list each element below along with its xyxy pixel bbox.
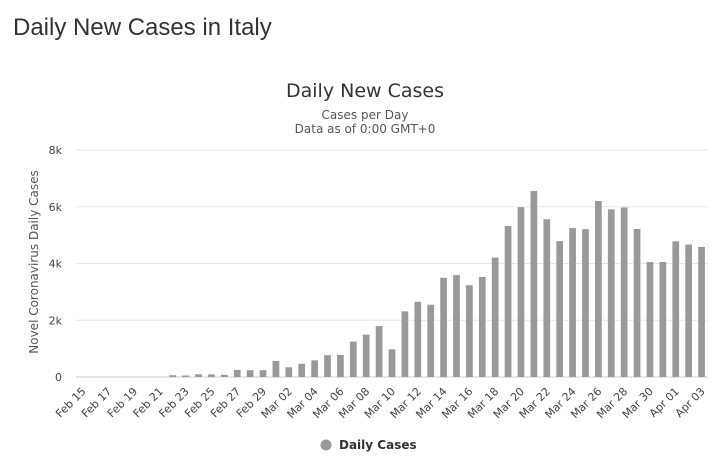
- bar[interactable]: Mar 14: 3497: [440, 277, 447, 377]
- bar[interactable]: Mar 15: 3590: [453, 275, 460, 377]
- bar[interactable]: Mar 17: 3526: [478, 276, 486, 377]
- bar[interactable]: Feb 23: 53: [182, 375, 189, 377]
- bar[interactable]: Mar 13: 2547: [427, 304, 435, 377]
- bar[interactable]: Mar 09: 1797: [375, 326, 383, 377]
- bar[interactable]: Mar 25: 5210: [582, 229, 589, 377]
- y-axis-ticks: 0 2k 4k 6k 8k: [49, 144, 63, 384]
- bar[interactable]: Mar 01: 566: [272, 360, 280, 377]
- chart-data-as-of: Data as of 0:00 GMT+0: [295, 122, 436, 136]
- bar[interactable]: Mar 26: 6203: [595, 200, 602, 377]
- bar[interactable]: Apr 03: 4585: [698, 246, 705, 377]
- bar[interactable]: Mar 04: 587: [311, 360, 318, 377]
- bar[interactable]: Feb 28: 238: [246, 370, 254, 377]
- bar[interactable]: Feb 26: 78: [220, 374, 228, 377]
- bar[interactable]: Apr 01: 4782: [672, 241, 680, 377]
- bar[interactable]: Feb 22: 62: [169, 375, 177, 377]
- y-tick-label: 6k: [49, 201, 63, 214]
- bar[interactable]: Mar 10: 977: [388, 349, 396, 377]
- y-tick-label: 2k: [49, 314, 63, 327]
- bar[interactable]: Mar 18: 4207: [491, 257, 499, 377]
- bar[interactable]: Feb 25: 93: [208, 374, 215, 377]
- y-tick-label: 8k: [49, 144, 63, 157]
- bar[interactable]: Mar 16: 3233: [466, 285, 473, 377]
- bar[interactable]: Mar 08: 1492: [362, 334, 370, 377]
- bar[interactable]: Feb 27: 250: [233, 369, 241, 377]
- legend-marker: [320, 439, 332, 451]
- bar[interactable]: Mar 11: 2313: [401, 311, 409, 377]
- bar[interactable]: Mar 30: 4050: [646, 262, 654, 377]
- bar[interactable]: Mar 23: 4789: [556, 241, 564, 377]
- bar[interactable]: Apr 02: 4668: [685, 244, 693, 377]
- grid-lines: [76, 149, 708, 378]
- bar[interactable]: Feb 24: 97: [195, 374, 202, 377]
- y-tick-label: 0: [55, 371, 62, 384]
- bar[interactable]: Mar 22: 5560: [543, 219, 551, 377]
- chart-title: Daily New Cases: [286, 80, 444, 102]
- legend[interactable]: Daily Cases: [320, 438, 417, 452]
- bar[interactable]: Mar 28: 5974: [620, 207, 628, 377]
- bar-series: Feb 15: 0Feb 16: 0Feb 17: 0Feb 18: 0Feb …: [169, 190, 705, 377]
- bar[interactable]: Mar 06: 778: [337, 354, 344, 377]
- chart-subtitle: Cases per Day: [322, 108, 409, 122]
- bar[interactable]: Mar 02: 342: [285, 367, 293, 377]
- bar[interactable]: Mar 03: 466: [298, 363, 306, 377]
- bar[interactable]: Mar 19: 5322: [504, 225, 512, 377]
- legend-label[interactable]: Daily Cases: [339, 438, 417, 452]
- bar[interactable]: Mar 29: 5217: [633, 228, 641, 377]
- bar[interactable]: Mar 12: 2651: [414, 301, 422, 377]
- bar[interactable]: Mar 21: 6557: [530, 190, 538, 377]
- page-title: Daily New Cases in Italy: [13, 14, 272, 41]
- bar[interactable]: Mar 20: 5986: [517, 207, 525, 377]
- bar[interactable]: Mar 05: 769: [324, 355, 331, 377]
- bar[interactable]: Mar 24: 5249: [569, 228, 576, 377]
- bar[interactable]: Mar 31: 4053: [659, 261, 667, 377]
- bar[interactable]: Mar 07: 1247: [349, 341, 357, 377]
- y-tick-label: 4k: [49, 258, 63, 271]
- bar[interactable]: Mar 27: 5909: [607, 209, 615, 377]
- y-axis-label: Novel Coronavirus Daily Cases: [27, 170, 41, 353]
- bar[interactable]: Feb 29: 240: [259, 370, 267, 377]
